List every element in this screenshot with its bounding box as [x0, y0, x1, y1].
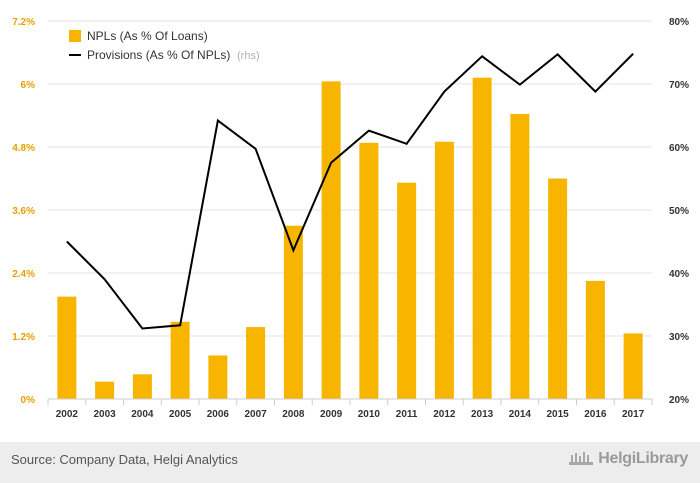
- y-left-tick-label: 1.2%: [12, 332, 35, 343]
- axes: 0% 20% 1.2% 30% 2.4% 40% 3.6% 50% 4.8% 60% 6% 70% 7.…: [12, 17, 689, 420]
- bar-npls: [132, 374, 152, 399]
- y-right-tick-label: 60%: [669, 143, 689, 154]
- legend-swatch-npls: [69, 30, 81, 42]
- x-tick-label: 2005: [169, 409, 192, 420]
- line-series: [66, 53, 634, 330]
- bar-npls: [510, 113, 530, 400]
- bar-npls: [472, 77, 492, 399]
- legend-label-provisions: Provisions (As % Of NPLs): [87, 48, 230, 62]
- x-tick-label: 2007: [245, 409, 268, 420]
- bar-npls: [170, 321, 190, 399]
- bar-npls: [585, 280, 605, 399]
- x-tick-label: 2015: [547, 409, 570, 420]
- x-tick-label: 2017: [622, 409, 645, 420]
- footer: Source: Company Data, Helgi Analytics He…: [0, 442, 700, 483]
- bar-npls: [246, 327, 266, 399]
- bar-npls: [359, 142, 379, 400]
- x-tick-label: 2008: [282, 409, 305, 420]
- source-note: Source: Company Data, Helgi Analytics: [11, 452, 238, 467]
- y-right-tick-label: 30%: [669, 332, 689, 343]
- bar-npls: [208, 355, 228, 399]
- y-right-tick-label: 50%: [669, 206, 689, 217]
- legend: NPLs (As % Of Loans) Provisions (As % Of …: [69, 29, 260, 62]
- legend-rhs-tag: (rhs): [237, 50, 260, 62]
- bar-npls: [623, 333, 643, 399]
- y-left-tick-label: 0%: [21, 395, 36, 406]
- x-tick-label: 2010: [358, 409, 381, 420]
- y-left-tick-label: 2.4%: [12, 269, 35, 280]
- x-tick-label: 2004: [131, 409, 154, 420]
- helgi-library-logo: HelgiLibrary: [568, 450, 688, 468]
- y-left-tick-label: 7.2%: [12, 17, 35, 28]
- x-tick-label: 2012: [433, 409, 456, 420]
- bar-npls: [283, 225, 303, 399]
- bar-npls: [321, 81, 341, 399]
- x-tick-label: 2014: [509, 409, 532, 420]
- x-tick-label: 2011: [396, 409, 418, 420]
- logo-text: HelgiLibrary: [598, 450, 688, 467]
- y-right-tick-label: 40%: [669, 269, 689, 280]
- bar-series: [57, 77, 643, 400]
- y-right-tick-label: 20%: [669, 395, 689, 406]
- bar-npls: [57, 296, 77, 399]
- x-tick-label: 2013: [471, 409, 494, 420]
- bar-npls: [548, 178, 568, 399]
- x-tick-label: 2016: [584, 409, 607, 420]
- bar-npls: [434, 141, 454, 399]
- helgi-library-icon: [569, 452, 594, 465]
- x-tick-label: 2003: [94, 409, 117, 420]
- bar-npls: [397, 182, 417, 399]
- x-tick-label: 2009: [320, 409, 343, 420]
- y-left-tick-label: 4.8%: [12, 143, 35, 154]
- x-tick-label: 2002: [56, 409, 79, 420]
- line-provisions: [66, 53, 634, 330]
- x-tick-label: 2006: [207, 409, 230, 420]
- y-left-tick-label: 3.6%: [12, 206, 35, 217]
- bar-npls: [95, 381, 115, 399]
- y-left-tick-label: 6%: [21, 80, 36, 91]
- y-right-tick-label: 80%: [669, 17, 689, 28]
- chart: 0% 20% 1.2% 30% 2.4% 40% 3.6% 50% 4.8% 60% 6% 70% 7.…: [12, 17, 689, 420]
- legend-label-npls: NPLs (As % Of Loans): [87, 29, 208, 43]
- y-right-tick-label: 70%: [669, 80, 689, 91]
